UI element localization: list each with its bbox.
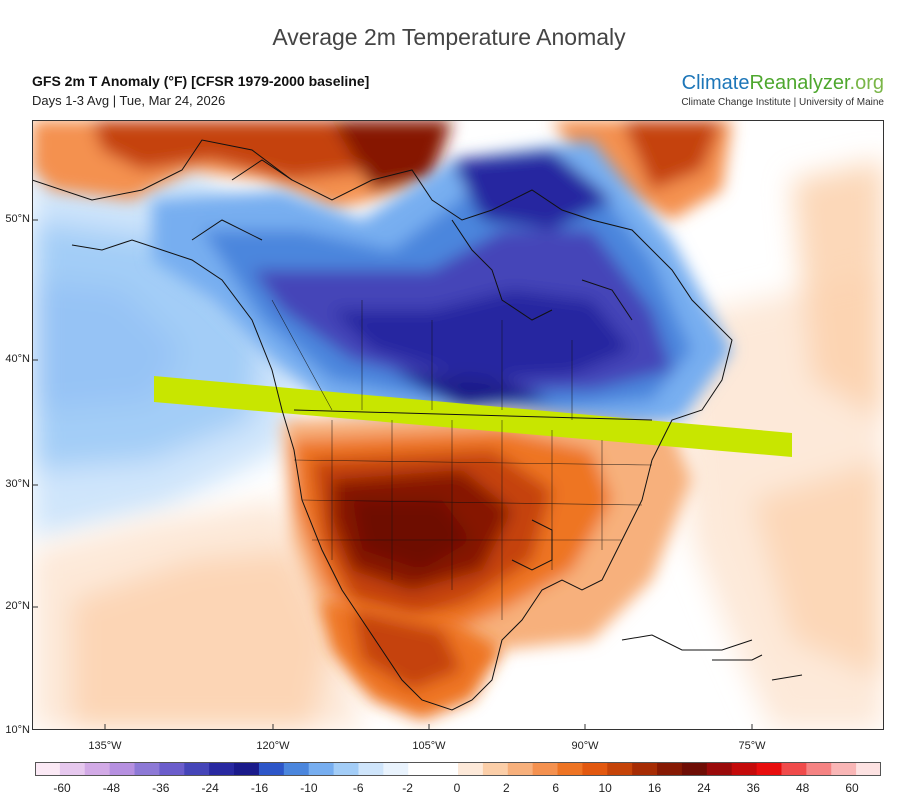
lon-label-105: 105°W (412, 740, 446, 752)
legend-label: 16 (647, 781, 662, 795)
brand-part-climate: Climate (681, 72, 750, 94)
legend-swatch (258, 762, 285, 776)
legend-swatch (657, 762, 683, 776)
lat-label-10: 10°N (5, 724, 30, 736)
model-title: GFS 2m T Anomaly (°F) [CFSR 1979-2000 ba… (32, 73, 370, 89)
mexico-warm (322, 600, 502, 720)
brand-part-reanalyzer: Reanalyzer (749, 72, 850, 94)
legend-swatch (408, 762, 434, 776)
brand-subtitle: Climate Change Institute | University of… (681, 97, 884, 108)
brand-part-org: .org (849, 72, 884, 94)
lon-label-75: 75°W (738, 740, 766, 752)
legend-swatch (433, 762, 459, 776)
legend-swatch (159, 762, 185, 776)
legend-swatch (582, 762, 608, 776)
legend-swatch (507, 762, 534, 776)
legend-swatch (756, 762, 782, 776)
legend-swatch (557, 762, 583, 776)
legend-swatch (184, 762, 210, 776)
legend-swatch (59, 762, 86, 776)
legend-label: 10 (598, 781, 612, 795)
legend-swatch (209, 762, 235, 776)
legend-swatch (706, 762, 733, 776)
legend-swatch (731, 762, 758, 776)
legend-label: -16 (250, 781, 269, 795)
legend-swatch (283, 762, 310, 776)
legend-swatch (831, 762, 857, 776)
state-borders (271, 299, 653, 620)
coastlines (32, 139, 803, 711)
legend-label: -10 (300, 781, 318, 795)
legend-label: 24 (697, 781, 711, 795)
lat-label-40: 40°N (5, 353, 30, 365)
legend-label: -60 (53, 781, 71, 795)
legend-label: 0 (453, 781, 461, 795)
lat-label-30: 30°N (5, 478, 30, 490)
map-ticks (32, 219, 753, 730)
period-line: Days 1-3 Avg | Tue, Mar 24, 2026 (32, 93, 226, 108)
lon-label-120: 120°W (256, 740, 290, 752)
legend-swatch (482, 762, 509, 776)
legend-swatch (856, 762, 881, 776)
greenland-warm (552, 120, 732, 220)
brand-logo[interactable]: ClimateReanalyzer.org Climate Change Ins… (681, 72, 884, 108)
page-title: Average 2m Temperature Anomaly (272, 24, 626, 50)
lon-label-135: 135°W (88, 740, 122, 752)
legend-label: 48 (795, 781, 810, 795)
legend-label: -2 (402, 781, 413, 795)
lat-label-50: 50°N (5, 213, 30, 225)
lat-label-20: 20°N (5, 600, 30, 612)
legend-label: -48 (102, 781, 121, 795)
highlight-band (154, 376, 792, 457)
legend-label: -24 (201, 781, 219, 795)
legend-swatch (134, 762, 160, 776)
atlantic-warm (672, 160, 884, 730)
legend-swatch (308, 762, 335, 776)
legend-swatch (632, 762, 658, 776)
legend-swatch (781, 762, 807, 776)
legend-colorbar (35, 762, 881, 776)
legend-swatch (458, 762, 484, 776)
legend-label: 60 (845, 781, 859, 795)
subtropical-warm (32, 500, 362, 730)
legend-swatch (333, 762, 359, 776)
legend-swatch (109, 762, 136, 776)
canada-cold (152, 140, 732, 440)
legend-swatch (358, 762, 384, 776)
legend-swatch (681, 762, 708, 776)
legend-swatch (234, 762, 260, 776)
legend-swatch (607, 762, 633, 776)
legend-swatch (35, 762, 61, 776)
legend-swatch (383, 762, 409, 776)
legend-label: 36 (746, 781, 760, 795)
legend-swatch (84, 762, 111, 776)
legend-swatch (532, 762, 559, 776)
map-frame (32, 120, 884, 730)
legend-label: 2 (503, 781, 510, 795)
lon-label-90: 90°W (571, 740, 599, 752)
map-field (32, 120, 884, 730)
anomaly-map (32, 120, 884, 730)
legend-label: -36 (152, 781, 170, 795)
legend-border (35, 762, 881, 776)
legend-label: 6 (552, 781, 560, 795)
legend-swatch (806, 762, 832, 776)
legend-label: -6 (352, 781, 364, 795)
alaska-warm (32, 120, 452, 210)
